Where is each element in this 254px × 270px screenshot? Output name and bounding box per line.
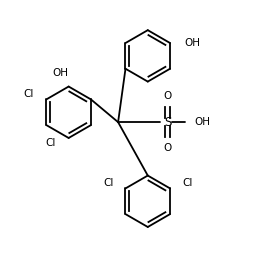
Text: OH: OH (53, 68, 69, 78)
Text: Cl: Cl (23, 89, 34, 99)
Text: Cl: Cl (182, 178, 192, 188)
Text: OH: OH (184, 38, 200, 48)
Text: Cl: Cl (103, 178, 114, 188)
Text: Cl: Cl (45, 138, 56, 148)
Text: O: O (163, 91, 172, 101)
Text: OH: OH (194, 117, 210, 127)
Text: S: S (164, 116, 171, 129)
Text: O: O (163, 143, 172, 153)
